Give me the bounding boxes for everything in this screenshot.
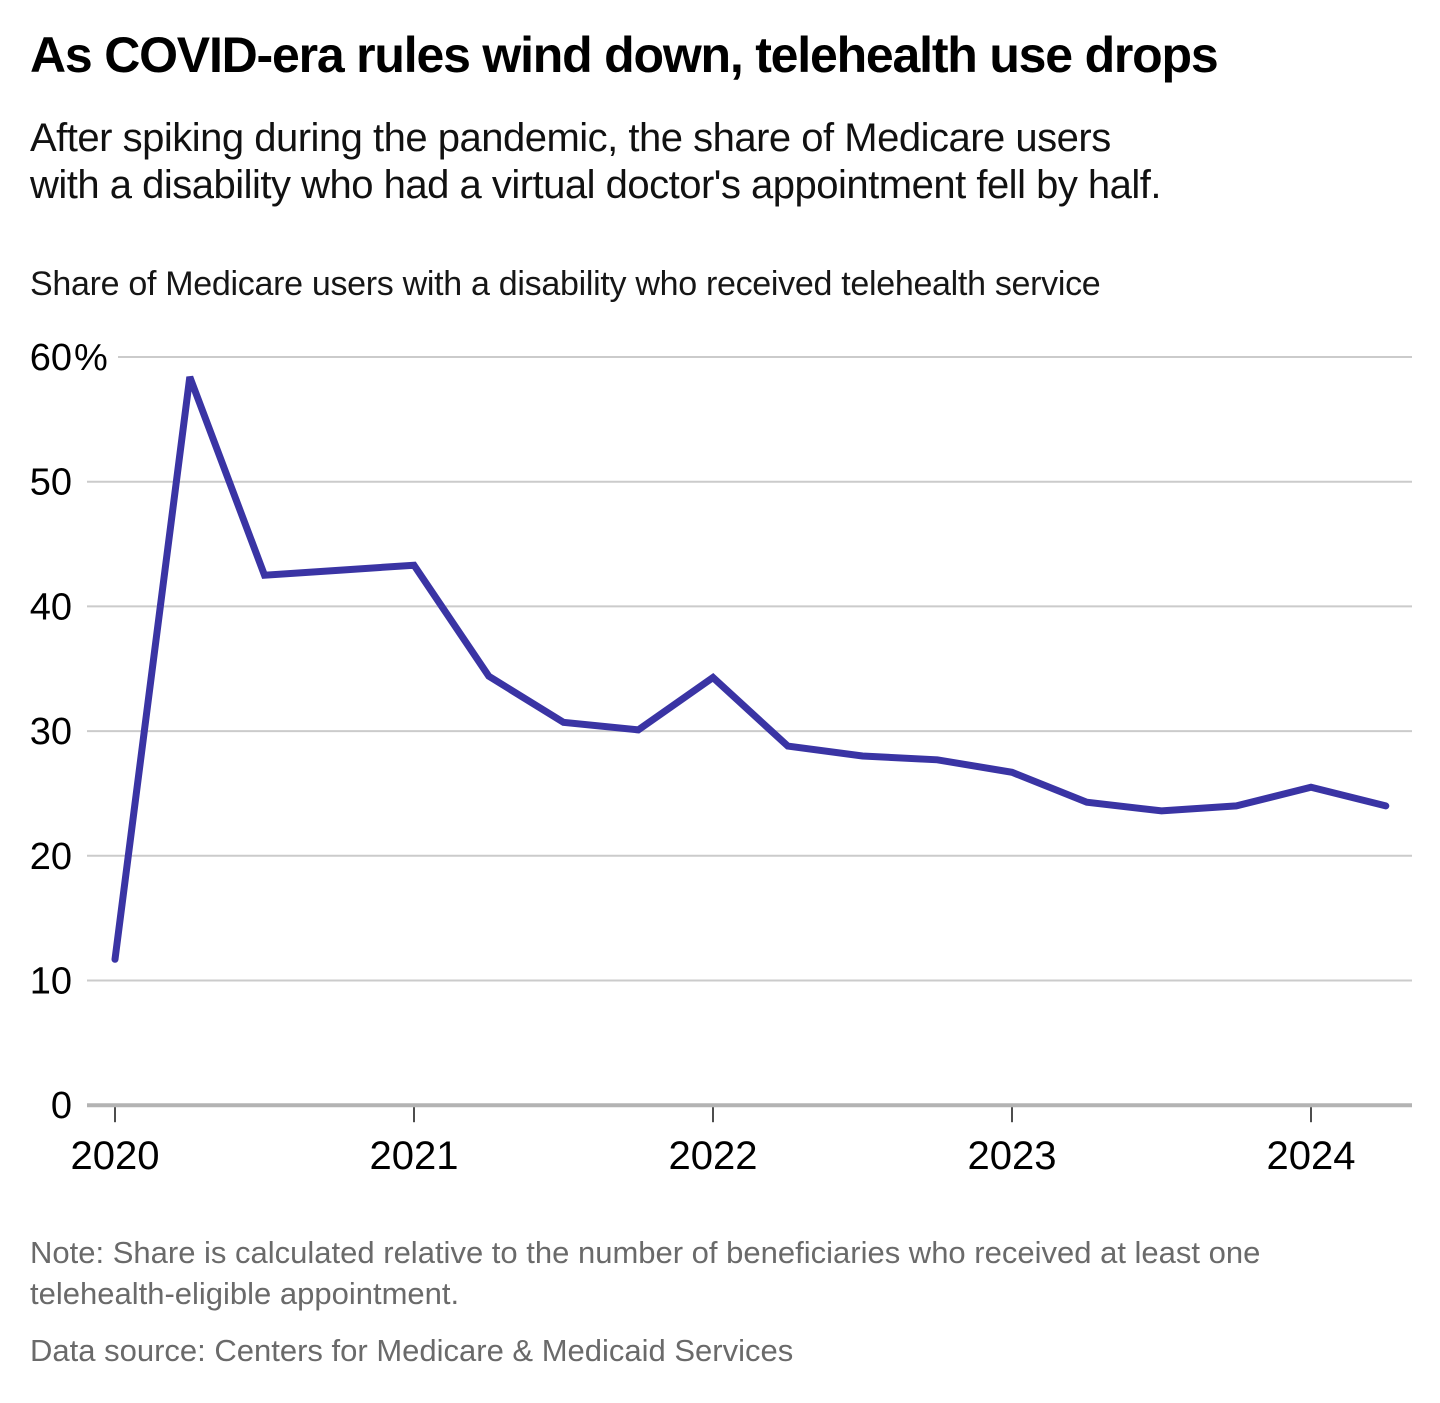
data-source: Data source: Centers for Medicare & Medi… bbox=[30, 1333, 794, 1369]
y-axis-tick-label: 50 bbox=[30, 461, 72, 503]
line-chart: 60% 50 40 30 20 10 0 2020 2021 2022 2023 2024 bbox=[0, 322, 1440, 1192]
x-axis-tick-label: 2020 bbox=[71, 1134, 160, 1178]
x-axis-tick-label: 2023 bbox=[968, 1134, 1057, 1178]
chart-title: As COVID-era rules wind down, telehealth… bbox=[30, 27, 1219, 83]
y-axis-tick-label: 30 bbox=[30, 711, 72, 753]
x-axis-tick-label: 2022 bbox=[669, 1134, 758, 1178]
y-axis-tick-label: 0 bbox=[51, 1085, 72, 1127]
axis-description: Share of Medicare users with a disabilit… bbox=[30, 264, 1101, 303]
y-axis-percent-sign: % bbox=[74, 337, 108, 379]
y-axis-tick-label: 60 bbox=[30, 337, 72, 379]
chart-note: Note: Share is calculated relative to th… bbox=[30, 1234, 1261, 1312]
telehealth-line-chart-svg: 60 % 50 40 30 20 10 0 2020 2021 2022 2023 2024 bbox=[30, 337, 1412, 1178]
chart-footer: Note: Share is calculated relative to th… bbox=[0, 1232, 1440, 1372]
y-axis-tick-label: 40 bbox=[30, 586, 72, 628]
chart-subtitle: After spiking during the pandemic, the s… bbox=[30, 116, 1162, 207]
y-axis-tick-label: 10 bbox=[30, 960, 72, 1002]
y-axis-tick-label: 20 bbox=[30, 835, 72, 877]
telehealth-share-line bbox=[111, 375, 1390, 963]
chart-header: As COVID-era rules wind down, telehealth… bbox=[0, 0, 1440, 304]
x-axis-tick-label: 2021 bbox=[370, 1134, 459, 1178]
x-axis-tick-label: 2024 bbox=[1267, 1134, 1356, 1178]
